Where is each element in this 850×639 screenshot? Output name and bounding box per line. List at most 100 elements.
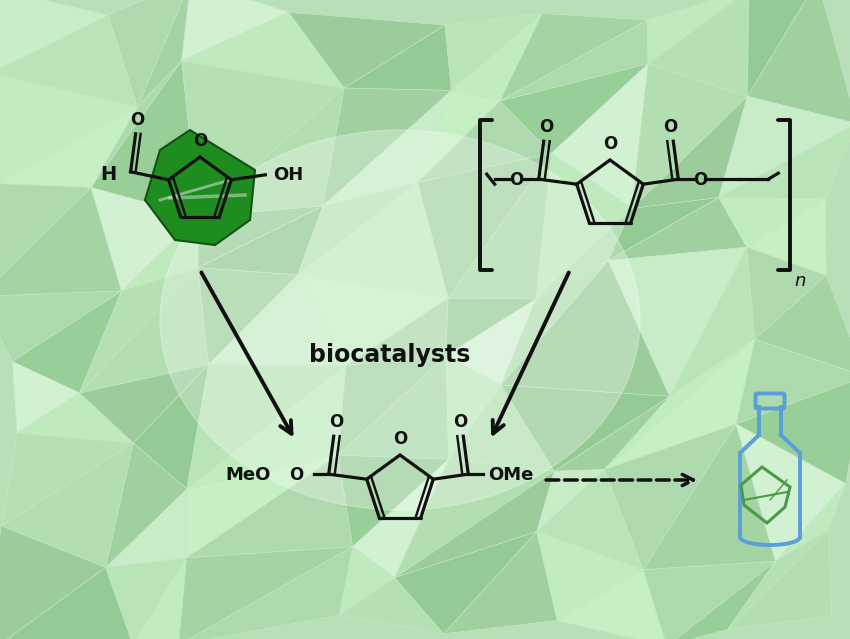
Polygon shape xyxy=(344,25,451,91)
Polygon shape xyxy=(500,13,647,101)
Text: O: O xyxy=(540,118,554,136)
Polygon shape xyxy=(632,64,747,208)
Polygon shape xyxy=(187,455,353,558)
Polygon shape xyxy=(609,197,747,261)
Polygon shape xyxy=(178,547,353,639)
Text: O: O xyxy=(663,118,677,136)
Polygon shape xyxy=(647,0,749,64)
Polygon shape xyxy=(17,393,133,443)
Polygon shape xyxy=(609,247,747,396)
Polygon shape xyxy=(13,362,80,433)
Polygon shape xyxy=(554,396,670,471)
Polygon shape xyxy=(500,64,649,153)
Polygon shape xyxy=(338,356,445,455)
Polygon shape xyxy=(353,459,449,578)
Polygon shape xyxy=(445,299,536,385)
Polygon shape xyxy=(187,365,346,489)
Polygon shape xyxy=(445,13,542,91)
Text: O: O xyxy=(131,111,145,129)
Polygon shape xyxy=(0,73,138,183)
Polygon shape xyxy=(394,532,537,634)
Polygon shape xyxy=(552,64,649,208)
Polygon shape xyxy=(417,91,500,183)
Polygon shape xyxy=(747,199,826,275)
Text: OMe: OMe xyxy=(488,466,534,484)
Text: O: O xyxy=(453,413,468,431)
Polygon shape xyxy=(728,529,831,629)
Polygon shape xyxy=(747,0,818,96)
Polygon shape xyxy=(417,153,552,298)
Polygon shape xyxy=(755,275,850,376)
Polygon shape xyxy=(105,558,187,639)
Polygon shape xyxy=(182,12,344,88)
Polygon shape xyxy=(501,261,670,396)
Polygon shape xyxy=(719,123,850,199)
Text: O: O xyxy=(693,171,707,189)
Polygon shape xyxy=(728,529,829,629)
Polygon shape xyxy=(2,443,133,567)
Polygon shape xyxy=(339,547,394,615)
Polygon shape xyxy=(105,443,187,567)
Polygon shape xyxy=(91,187,198,291)
Text: O: O xyxy=(193,132,207,150)
Polygon shape xyxy=(445,298,536,356)
Polygon shape xyxy=(394,471,554,578)
Polygon shape xyxy=(346,298,448,366)
Polygon shape xyxy=(747,0,850,123)
Polygon shape xyxy=(0,567,133,639)
Text: O: O xyxy=(393,430,407,448)
Polygon shape xyxy=(719,197,825,247)
Polygon shape xyxy=(338,455,449,547)
Polygon shape xyxy=(198,268,298,365)
Polygon shape xyxy=(0,526,105,639)
Polygon shape xyxy=(558,570,666,639)
Polygon shape xyxy=(80,365,208,443)
Polygon shape xyxy=(288,12,445,88)
Polygon shape xyxy=(198,206,323,268)
Text: n: n xyxy=(794,272,806,290)
Polygon shape xyxy=(604,424,736,570)
Polygon shape xyxy=(736,339,850,424)
Polygon shape xyxy=(91,61,198,217)
Polygon shape xyxy=(775,484,846,562)
Polygon shape xyxy=(537,470,604,532)
Polygon shape xyxy=(187,366,346,489)
Polygon shape xyxy=(632,96,747,208)
Text: H: H xyxy=(100,166,116,184)
Text: O: O xyxy=(510,171,524,189)
Polygon shape xyxy=(133,558,187,639)
Text: O: O xyxy=(330,413,344,431)
Polygon shape xyxy=(91,61,182,187)
Polygon shape xyxy=(536,153,632,299)
Polygon shape xyxy=(449,385,554,471)
Polygon shape xyxy=(500,20,649,101)
Polygon shape xyxy=(719,96,850,197)
Text: biocatalysts: biocatalysts xyxy=(309,343,471,367)
Polygon shape xyxy=(0,291,122,362)
Polygon shape xyxy=(670,247,755,396)
Polygon shape xyxy=(501,385,670,471)
Ellipse shape xyxy=(160,130,640,510)
Polygon shape xyxy=(537,532,643,620)
Polygon shape xyxy=(0,183,91,296)
Polygon shape xyxy=(298,183,448,298)
Polygon shape xyxy=(445,356,501,459)
Polygon shape xyxy=(643,424,775,570)
Polygon shape xyxy=(145,130,255,245)
Polygon shape xyxy=(80,268,198,393)
Polygon shape xyxy=(736,424,846,562)
Polygon shape xyxy=(537,470,643,570)
Polygon shape xyxy=(187,455,338,558)
Polygon shape xyxy=(417,101,552,183)
Text: O: O xyxy=(603,135,617,153)
Polygon shape xyxy=(451,13,542,101)
Polygon shape xyxy=(649,0,749,96)
Polygon shape xyxy=(747,247,826,339)
Polygon shape xyxy=(2,433,133,526)
Text: O: O xyxy=(290,466,303,484)
Polygon shape xyxy=(643,562,775,639)
Polygon shape xyxy=(80,268,208,393)
Polygon shape xyxy=(122,217,198,291)
Polygon shape xyxy=(109,0,191,107)
Polygon shape xyxy=(448,153,552,299)
